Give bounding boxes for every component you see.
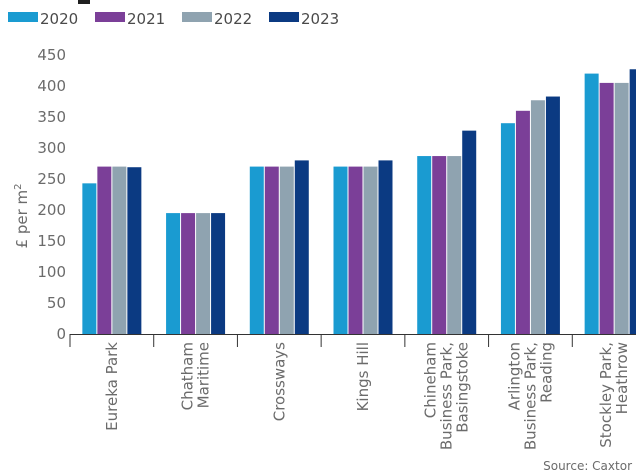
y-axis-ticks: 0 50 100 150 200 250 300 350 400 450 xyxy=(37,46,66,343)
bar-2023-1 xyxy=(211,213,226,334)
legend-swatch-2023 xyxy=(269,12,299,22)
bar-2021-1 xyxy=(181,213,196,334)
legend-label-2022: 2022 xyxy=(214,10,252,28)
legend-label-2021: 2021 xyxy=(127,10,165,28)
x-category-label-6-line-0: Stockley Park, xyxy=(597,342,615,448)
bar-2020-2 xyxy=(249,166,264,334)
bar-2022-1 xyxy=(196,213,211,334)
y-tick-label-300: 300 xyxy=(37,139,66,157)
x-category-label-5-line-1: Business Park, xyxy=(521,342,539,450)
y-axis-label: £ per m2 xyxy=(13,184,31,249)
bar-2020-6 xyxy=(584,73,599,334)
y-tick-label-100: 100 xyxy=(37,263,66,281)
source-note: Source: Caxtor xyxy=(543,459,632,473)
legend-swatch-2022 xyxy=(182,12,212,22)
bar-2023-5 xyxy=(545,96,560,334)
bar-2022-4 xyxy=(447,156,462,334)
bar-2023-4 xyxy=(462,130,477,334)
bar-2020-1 xyxy=(166,213,181,334)
legend-swatch-2021 xyxy=(95,12,125,22)
bar-2021-2 xyxy=(264,166,279,334)
bars xyxy=(82,69,636,335)
y-tick-label-200: 200 xyxy=(37,201,66,219)
legend-label-2023: 2023 xyxy=(301,10,339,28)
bar-2021-6 xyxy=(599,82,614,335)
bar-2023-3 xyxy=(378,160,393,334)
x-category-label-6-line-1: Heathrow xyxy=(613,342,631,414)
bar-2021-3 xyxy=(348,166,363,334)
y-axis-label-superscript: 2 xyxy=(13,184,24,190)
bar-2021-4 xyxy=(432,156,447,334)
x-category-label-2-line-0: Crossways xyxy=(270,342,288,421)
legend: 2020 2021 2022 2023 xyxy=(8,10,339,28)
bar-2023-6 xyxy=(629,69,636,334)
bar-2020-4 xyxy=(417,156,432,334)
bar-2022-0 xyxy=(112,166,127,334)
x-category-label-1-line-0: Chatham xyxy=(179,342,197,410)
x-category-label-4-line-1: Business Park, xyxy=(438,342,456,450)
bar-2021-0 xyxy=(97,166,112,334)
bar-2022-5 xyxy=(530,100,545,334)
title-fragment xyxy=(78,0,90,4)
y-tick-label-50: 50 xyxy=(47,294,66,312)
bar-2022-2 xyxy=(279,166,294,334)
y-tick-label-150: 150 xyxy=(37,232,66,250)
bar-2020-0 xyxy=(82,183,97,334)
bar-2020-3 xyxy=(333,166,348,334)
x-category-label-4-line-0: Chineham xyxy=(422,342,440,418)
x-category-label-5-line-2: Reading xyxy=(537,342,555,403)
bar-2022-3 xyxy=(363,166,378,334)
y-axis-label-main: £ per m xyxy=(13,190,31,249)
y-tick-label-400: 400 xyxy=(37,77,66,95)
y-tick-label-0: 0 xyxy=(56,325,66,343)
bar-2023-0 xyxy=(127,167,142,334)
x-category-label-0-line-0: Eureka Park xyxy=(103,342,121,431)
x-category-label-3-line-0: Kings Hill xyxy=(354,342,372,411)
bar-2021-5 xyxy=(515,110,530,334)
y-tick-label-350: 350 xyxy=(37,108,66,126)
y-tick-label-250: 250 xyxy=(37,170,66,188)
bar-2023-2 xyxy=(294,160,309,334)
x-category-label-4-line-2: Basingstoke xyxy=(454,342,472,433)
y-tick-label-450: 450 xyxy=(37,46,66,64)
legend-label-2020: 2020 xyxy=(40,10,78,28)
x-category-label-1-line-1: Maritime xyxy=(195,342,213,408)
bar-2020-5 xyxy=(500,123,515,334)
x-category-label-5-line-0: Arlington xyxy=(505,342,523,410)
x-axis-ticks xyxy=(69,334,573,347)
legend-swatch-2020 xyxy=(8,12,38,22)
bar-2022-6 xyxy=(614,82,629,335)
